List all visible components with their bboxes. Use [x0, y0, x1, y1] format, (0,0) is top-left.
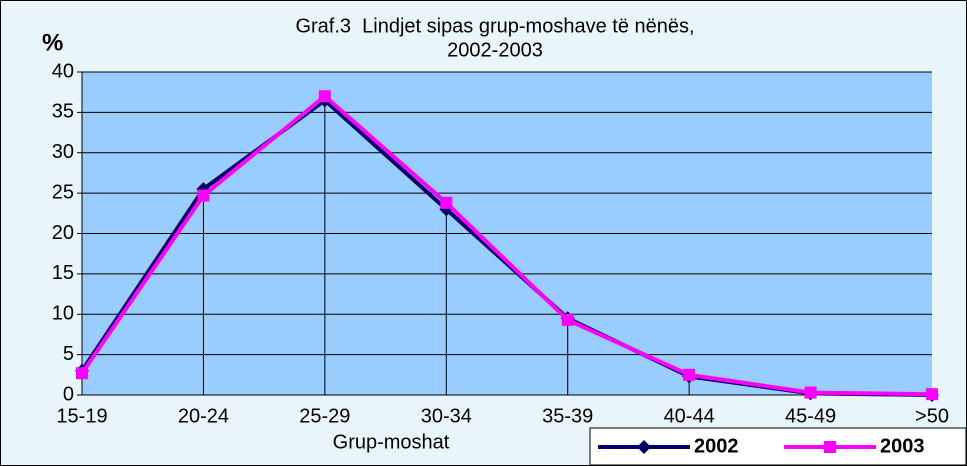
y-tick-label: 15: [52, 262, 74, 284]
series-line: [80, 93, 933, 397]
y-tick-label: 35: [52, 101, 74, 123]
x-tick-label: >50: [915, 405, 949, 427]
y-axis-label: %: [42, 29, 63, 56]
y-tick-label: 0: [63, 383, 74, 405]
point-marker: [683, 368, 696, 381]
x-tick-label: 25-29: [299, 405, 350, 427]
point-marker: [197, 189, 210, 202]
x-tick-label: 30-34: [421, 405, 472, 427]
legend-marker: [637, 440, 651, 454]
x-tick-label: 15-19: [56, 405, 107, 427]
point-marker: [76, 367, 88, 380]
chart-title: Graf.3 Lindjet sipas grup-moshave të nën…: [295, 15, 694, 37]
y-tick-label: 30: [52, 141, 74, 163]
chart-title: 2002-2003: [447, 39, 543, 61]
legend-label: 2003: [880, 435, 925, 457]
x-axis-label: Grup-moshat: [333, 431, 450, 453]
x-tick-label: 40-44: [664, 405, 715, 427]
point-marker: [926, 388, 938, 401]
y-tick-label: 25: [52, 181, 74, 203]
y-tick-label: 20: [52, 222, 74, 244]
x-tick-label: 20-24: [178, 405, 229, 427]
point-marker: [318, 90, 331, 103]
point-marker: [561, 313, 574, 326]
point-marker: [440, 196, 453, 209]
x-tick-label: 45-49: [785, 405, 836, 427]
y-tick-label: 5: [63, 343, 74, 365]
legend-marker: [824, 441, 836, 453]
x-tick-label: 35-39: [542, 405, 593, 427]
y-tick-label: 40: [52, 60, 74, 82]
legend-label: 2002: [694, 435, 739, 457]
point-marker: [804, 386, 817, 399]
y-tick-label: 10: [52, 303, 74, 325]
